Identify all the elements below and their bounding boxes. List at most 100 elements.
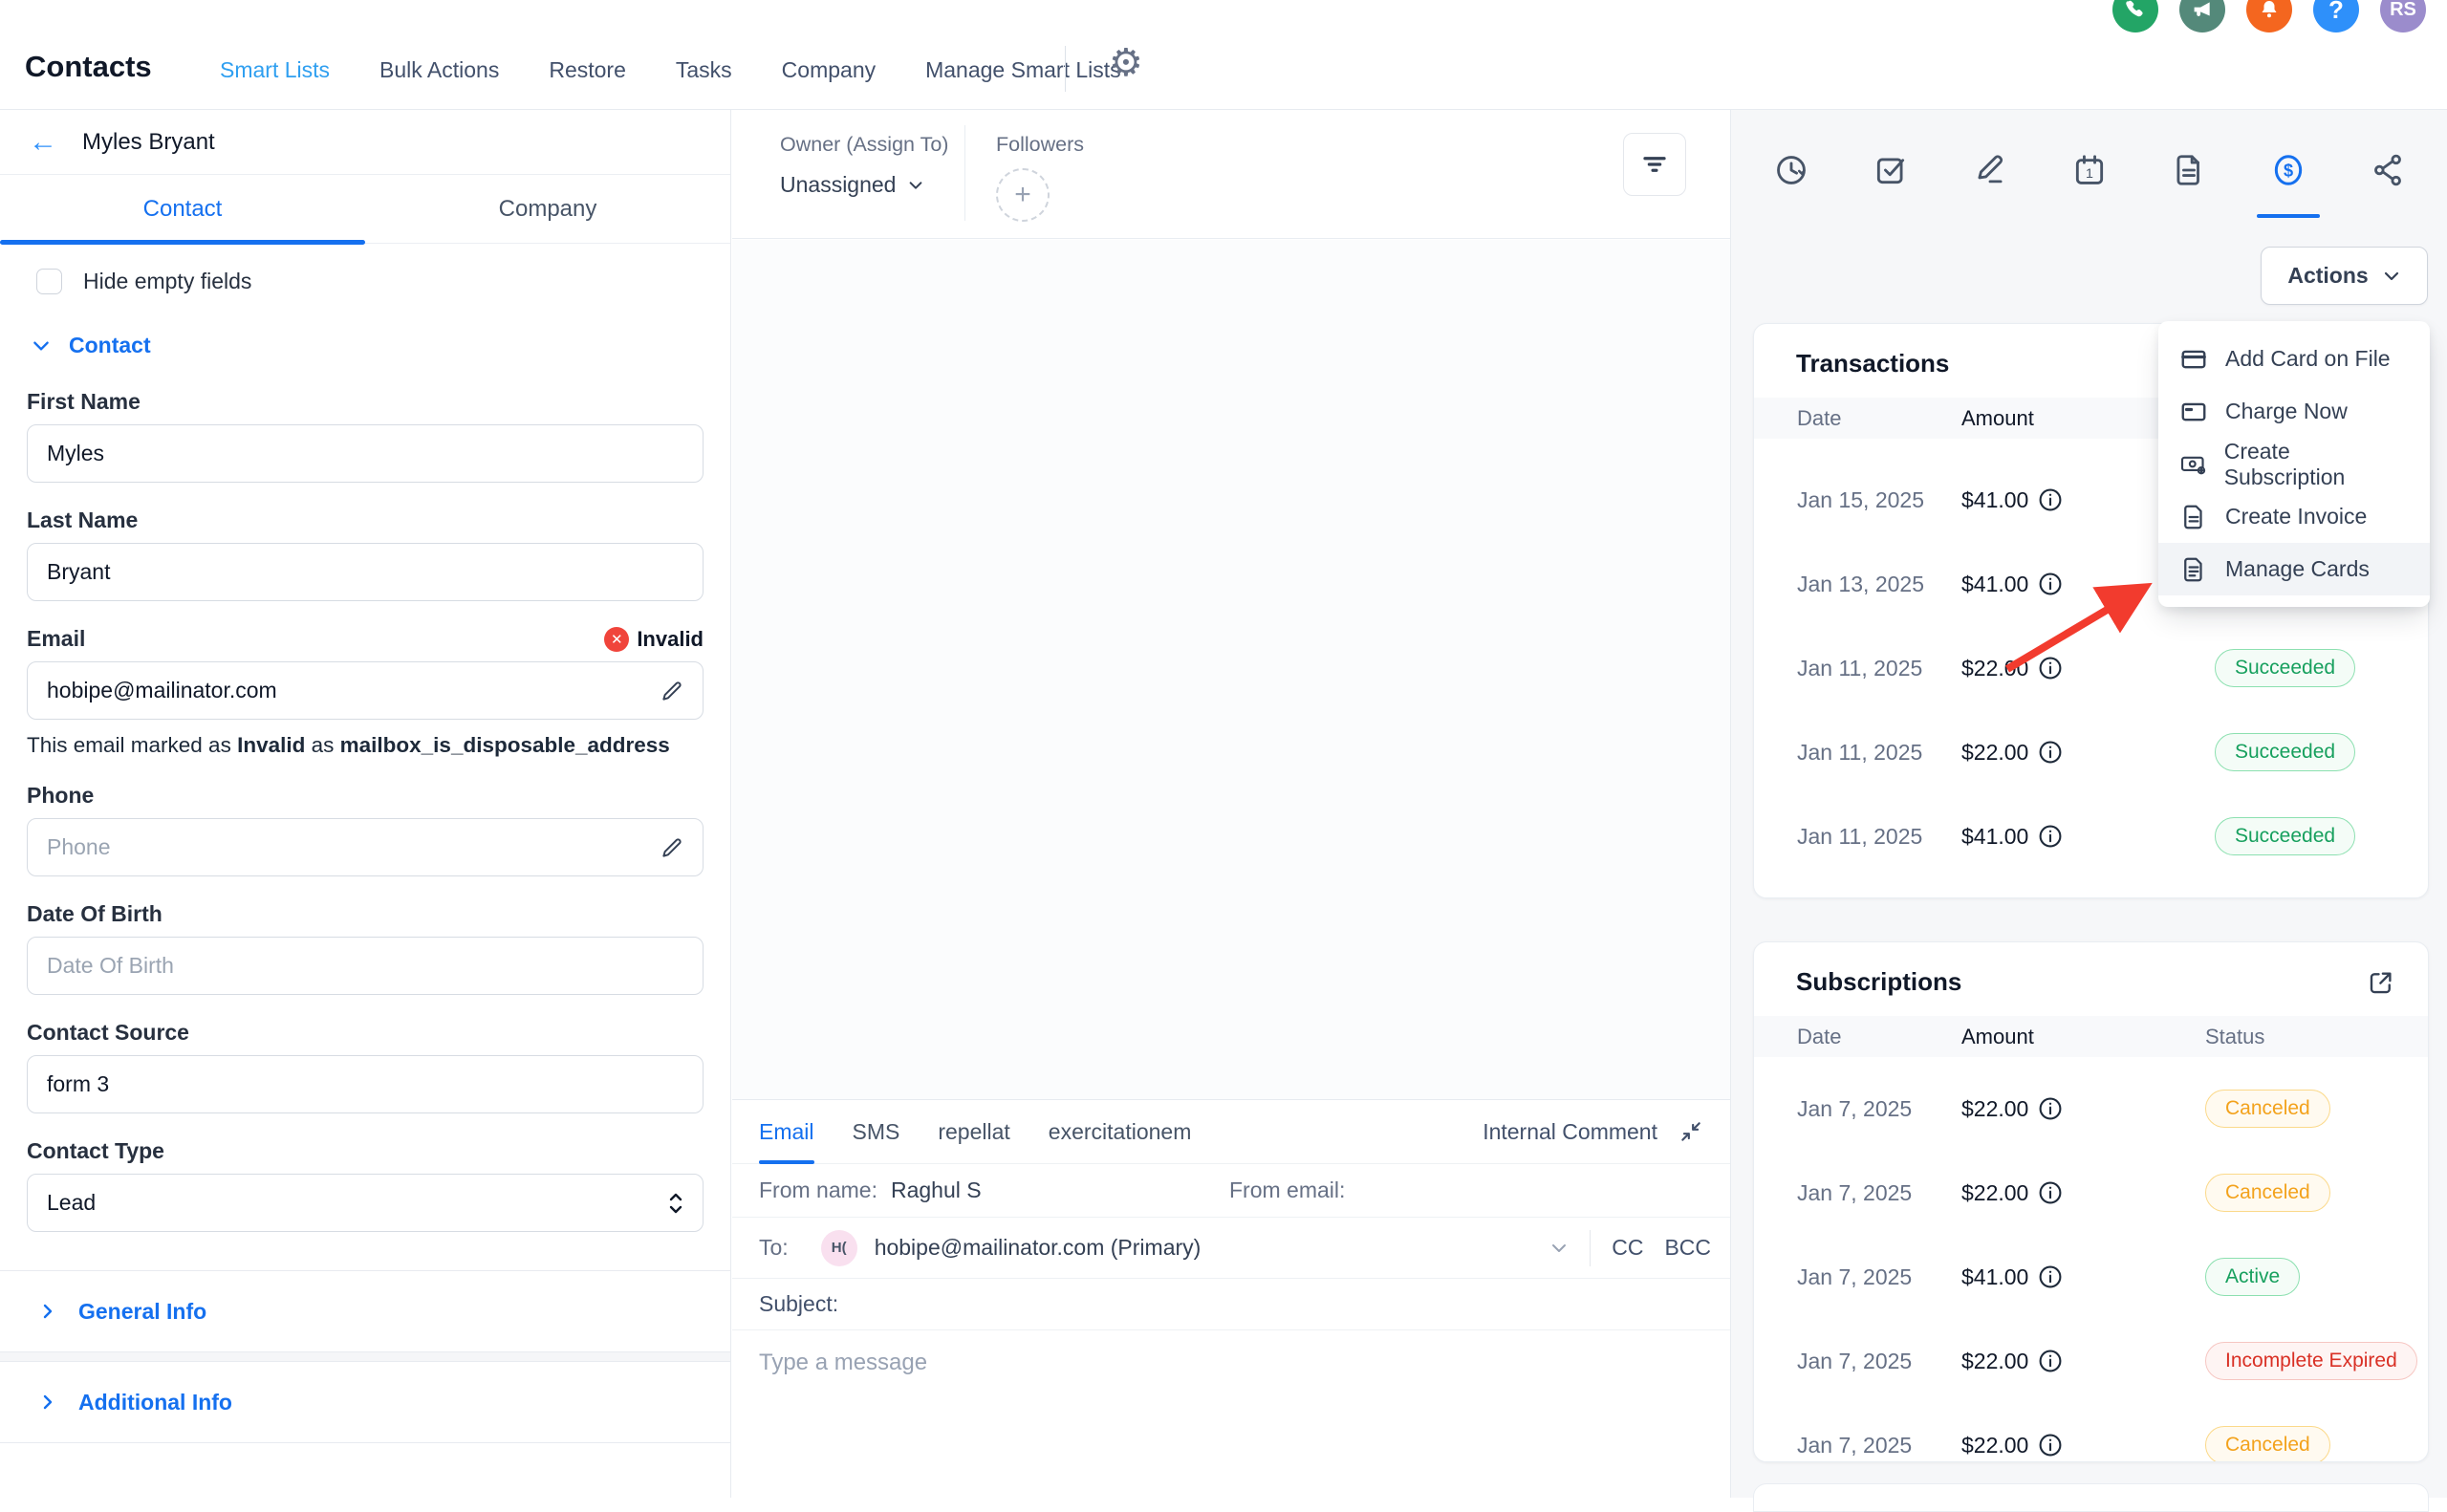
internal-comment-toggle[interactable]: Internal Comment — [1483, 1118, 1657, 1144]
info-icon[interactable] — [2038, 572, 2063, 596]
first-name-input[interactable] — [27, 424, 704, 483]
menu-item-add-card-on-file[interactable]: Add Card on File — [2158, 333, 2430, 385]
actions-dropdown-button[interactable]: Actions — [2261, 247, 2428, 305]
from-name-value[interactable]: Raghul S — [890, 1177, 982, 1202]
associations-tab-icon[interactable] — [2370, 110, 2406, 229]
composer-tab-exercitationem[interactable]: exercitationem — [1048, 1118, 1192, 1144]
collapse-icon[interactable] — [1678, 1119, 1703, 1144]
payments-tab-icon[interactable]: $ — [2270, 110, 2306, 229]
field-contact-source: Contact Source — [27, 1020, 704, 1113]
email-invalid-helper: This email marked as Invalid as mailbox_… — [27, 733, 670, 757]
tasks-tab-icon[interactable] — [1873, 110, 1909, 229]
user-avatar[interactable]: RS — [2380, 0, 2426, 32]
contact-company-tabs: Contact Company — [0, 175, 730, 245]
info-icon[interactable] — [2038, 740, 2063, 765]
dob-input[interactable] — [27, 937, 704, 995]
credit-card-icon — [2181, 402, 2206, 421]
info-icon[interactable] — [2038, 487, 2063, 512]
bcc-button[interactable]: BCC — [1664, 1235, 1711, 1260]
composer-tab-sms[interactable]: SMS — [852, 1118, 900, 1144]
subject-row[interactable]: Subject: — [732, 1279, 1730, 1330]
info-icon[interactable] — [2038, 1433, 2063, 1458]
transactions-title: Transactions — [1796, 349, 1950, 378]
from-email-label: From email: — [1229, 1177, 1346, 1202]
nav-tab-manage-smart-lists[interactable]: Manage Smart Lists — [925, 57, 1121, 82]
file-icon — [2184, 557, 2202, 581]
edit-email-pencil-icon[interactable] — [660, 679, 684, 703]
contact-section-toggle[interactable]: Contact — [0, 304, 730, 364]
subscription-row: Jan 7, 2025 $22.00 Incomplete Expired — [1754, 1319, 2428, 1403]
contact-source-input[interactable] — [27, 1055, 704, 1113]
edit-phone-pencil-icon[interactable] — [660, 835, 684, 860]
last-name-input[interactable] — [27, 543, 704, 601]
conversation-area — [732, 240, 1730, 1099]
status-badge: Succeeded — [2215, 649, 2356, 687]
add-follower-button[interactable]: + — [996, 168, 1050, 222]
menu-item-manage-cards[interactable]: Manage Cards — [2158, 543, 2430, 595]
nav-tab-tasks[interactable]: Tasks — [675, 57, 732, 82]
subscription-row: Jan 7, 2025 $22.00 Canceled — [1754, 1067, 2428, 1151]
tab-company[interactable]: Company — [498, 195, 597, 222]
subscription-row: Jan 7, 2025 $41.00 Active — [1754, 1235, 2428, 1319]
bell-icon[interactable] — [2246, 0, 2292, 32]
documents-tab-icon[interactable] — [2171, 110, 2207, 229]
nav-tab-smart-lists[interactable]: Smart Lists — [213, 57, 336, 116]
help-icon[interactable]: ? — [2313, 0, 2359, 32]
phone-icon[interactable] — [2112, 0, 2158, 32]
info-icon[interactable] — [2038, 656, 2063, 680]
nav-divider — [1065, 46, 1066, 92]
conversation-filter-button[interactable] — [1623, 133, 1686, 196]
phone-input[interactable] — [27, 818, 704, 876]
owner-dropdown[interactable]: Unassigned — [780, 172, 948, 198]
chevron-down-icon[interactable] — [1549, 1239, 1569, 1258]
subscription-row: Jan 7, 2025 $22.00 Canceled — [1754, 1151, 2428, 1235]
info-icon[interactable] — [2038, 1180, 2063, 1205]
composer-tab-repellat[interactable]: repellat — [938, 1118, 1010, 1144]
first-name-label: First Name — [27, 389, 141, 414]
info-icon[interactable] — [2038, 1096, 2063, 1121]
owner-label: Owner (Assign To) — [780, 133, 949, 156]
general-info-section[interactable]: General Info — [0, 1270, 730, 1352]
subscriptions-card: Subscriptions Date Amount Status Jan 7, … — [1753, 941, 2429, 1462]
email-input[interactable] — [27, 661, 704, 720]
field-last-name: Last Name — [27, 508, 704, 601]
info-icon[interactable] — [2038, 1264, 2063, 1289]
menu-item-create-subscription[interactable]: Create Subscription — [2158, 438, 2430, 490]
megaphone-icon[interactable] — [2179, 0, 2225, 32]
to-row: To: H( hobipe@mailinator.com (Primary) C… — [732, 1218, 1730, 1279]
tab-contact[interactable]: Contact — [142, 195, 223, 222]
contact-type-select[interactable]: Lead — [27, 1174, 704, 1232]
detail-tab-icons: 1 $ — [1731, 110, 2447, 229]
menu-item-create-invoice[interactable]: Create Invoice — [2158, 490, 2430, 543]
top-navigation: Contacts Smart Lists Bulk Actions Restor… — [0, 0, 2447, 116]
chevron-right-icon — [43, 1394, 53, 1410]
banknote-icon — [2180, 456, 2206, 474]
chevron-down-icon — [2384, 271, 2398, 280]
appointments-tab-icon[interactable]: 1 — [2071, 110, 2108, 229]
hide-empty-checkbox[interactable] — [36, 269, 62, 294]
info-icon[interactable] — [2038, 824, 2063, 849]
transaction-row: Jan 11, 2025 $41.00 Succeeded — [1754, 794, 2428, 878]
nav-tab-company[interactable]: Company — [781, 57, 877, 82]
additional-info-label: Additional Info — [78, 1389, 232, 1415]
status-badge: Canceled — [2205, 1426, 2330, 1461]
external-link-icon[interactable] — [2367, 968, 2395, 997]
notes-tab-icon[interactable] — [1972, 110, 2008, 229]
history-tab-icon[interactable] — [1773, 110, 1809, 229]
additional-info-section[interactable]: Additional Info — [0, 1361, 730, 1443]
subscriptions-title: Subscriptions — [1796, 967, 1962, 996]
nav-tab-restore[interactable]: Restore — [549, 57, 626, 82]
message-input[interactable]: Type a message — [759, 1350, 928, 1375]
next-card-partial — [1753, 1483, 2429, 1512]
cc-button[interactable]: CC — [1612, 1235, 1644, 1260]
invalid-x-icon: ✕ — [604, 626, 630, 652]
menu-item-charge-now[interactable]: Charge Now — [2158, 385, 2430, 438]
to-recipient[interactable]: hobipe@mailinator.com (Primary) — [874, 1235, 1202, 1260]
file-icon — [2184, 505, 2202, 529]
nav-tab-bulk-actions[interactable]: Bulk Actions — [379, 57, 500, 82]
composer-tab-email[interactable]: Email — [759, 1118, 814, 1164]
hide-empty-fields: Hide empty fields — [0, 244, 730, 304]
settings-gear-icon[interactable]: ⚙ — [1109, 42, 1143, 84]
back-arrow-icon[interactable]: ← — [29, 125, 57, 158]
info-icon[interactable] — [2038, 1349, 2063, 1373]
